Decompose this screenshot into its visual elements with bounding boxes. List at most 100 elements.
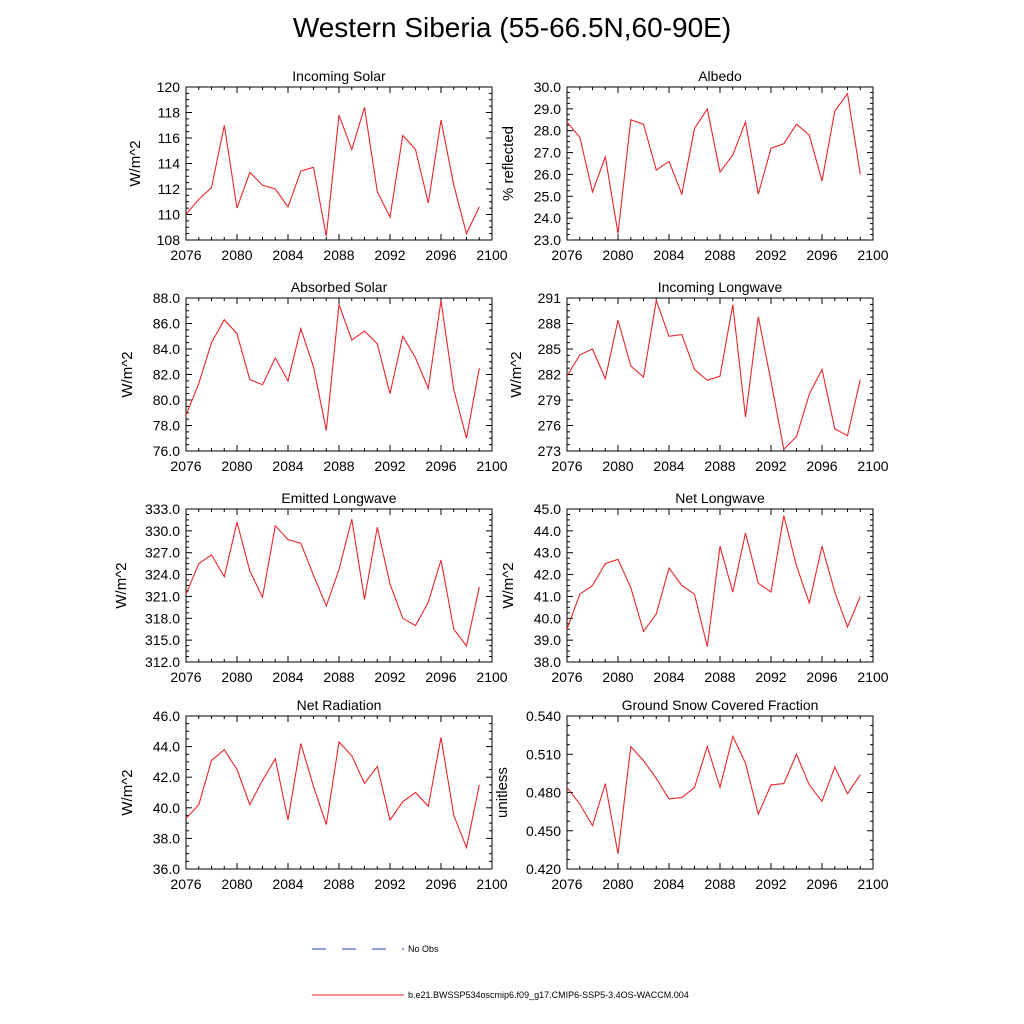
x-tick-label: 2076 (170, 247, 201, 263)
y-tick-label: 40.0 (153, 800, 180, 816)
y-tick-label: 318.0 (145, 610, 180, 626)
x-tick-label: 2088 (704, 669, 735, 685)
x-tick-label: 2088 (323, 669, 354, 685)
series-line (566, 515, 861, 647)
x-tick-label: 2100 (857, 876, 888, 892)
panel-title: Ground Snow Covered Fraction (622, 697, 819, 713)
y-tick-label: 30.0 (534, 79, 561, 95)
y-tick-label: 76.0 (153, 443, 180, 459)
x-tick-label: 2096 (806, 247, 837, 263)
x-tick-label: 2088 (323, 876, 354, 892)
x-tick-label: 2084 (653, 669, 684, 685)
x-tick-label: 2092 (755, 669, 786, 685)
x-tick-label: 2084 (653, 458, 684, 474)
y-tick-label: 108 (157, 232, 181, 248)
x-tick-label: 2080 (602, 458, 633, 474)
panel-title: Net Radiation (297, 697, 382, 713)
panel-title: Net Longwave (675, 490, 765, 506)
y-tick-label: 288 (538, 316, 562, 332)
y-tick-label: 291 (538, 290, 562, 306)
panel-net-longwave: 2076 2080 2084 2088 2092 2096 2100 38.0 39.0 40.0… (500, 490, 889, 685)
y-tick-label: 112 (158, 181, 181, 197)
x-tick-label: 2100 (857, 669, 888, 685)
y-tick-label: 38.0 (153, 830, 180, 846)
x-tick-label: 2100 (476, 458, 507, 474)
y-tick-label: 82.0 (153, 367, 180, 383)
x-tick-label: 2100 (476, 876, 507, 892)
x-tick-label: 2080 (221, 876, 252, 892)
x-tick-label: 2088 (704, 247, 735, 263)
x-tick-label: 2096 (806, 876, 837, 892)
series-line (566, 298, 861, 451)
series-line (566, 734, 861, 854)
y-tick-label: 38.0 (534, 654, 561, 670)
x-tick-label: 2076 (551, 669, 582, 685)
panel-incoming-solar: 2076 2080 2084 2088 2092 2096 2100 108 110 112 114… (127, 68, 508, 263)
x-tick-label: 2092 (374, 669, 405, 685)
panel-absorbed-solar: 2076 2080 2084 2088 2092 2096 2100 76.0 78.0 80.0… (119, 279, 508, 474)
y-tick-label: 88.0 (153, 290, 180, 306)
legend: No Obs b.e21.BWSSP534oscmip6.f09_g17.CMIP… (312, 944, 689, 1000)
plot-frame (566, 86, 874, 241)
y-tick-label: 26.0 (534, 166, 561, 182)
plot-frame (185, 297, 493, 452)
x-tick-label: 2096 (425, 669, 456, 685)
x-tick-label: 2096 (425, 458, 456, 474)
series-line (566, 92, 861, 234)
y-tick-label: 43.0 (534, 545, 561, 561)
y-tick-label: 24.0 (534, 210, 561, 226)
y-tick-label: 45.0 (534, 501, 561, 517)
y-tick-label: 116 (158, 130, 181, 146)
x-tick-label: 2100 (476, 247, 507, 263)
x-tick-label: 2080 (221, 247, 252, 263)
y-tick-label: 23.0 (534, 232, 561, 248)
panel-emitted-longwave: 2076 2080 2084 2088 2092 2096 2100 312.0 315.0 31… (113, 490, 508, 685)
y-tick-label: 114 (158, 156, 181, 172)
x-tick-label: 2084 (272, 247, 303, 263)
page-title: Western Siberia (55-66.5N,60-90E) (292, 12, 732, 43)
y-tick-label: 42.0 (534, 567, 561, 583)
y-tick-label: 36.0 (153, 861, 180, 877)
x-tick-label: 2096 (806, 458, 837, 474)
y-tick-label: 273 (538, 443, 562, 459)
y-tick-label: 41.0 (534, 588, 561, 604)
panel-title: Incoming Solar (292, 68, 386, 84)
panel-net-radiation: 2076 2080 2084 2088 2092 2096 2100 36.0 38.0 40.0… (119, 697, 508, 892)
y-tick-label: 110 (158, 207, 181, 223)
y-axis-label: W/m^2 (119, 769, 136, 815)
legend-label-no-obs: No Obs (408, 944, 439, 954)
panel-albedo: 2076 2080 2084 2088 2092 2096 2100 23.0 24.0 25.0… (500, 68, 889, 263)
y-tick-label: 0.420 (526, 861, 561, 877)
y-tick-label: 321.0 (145, 588, 180, 604)
y-tick-label: 0.540 (526, 708, 561, 724)
x-tick-label: 2084 (272, 876, 303, 892)
plot-frame (566, 715, 874, 870)
y-tick-label: 80.0 (153, 392, 180, 408)
y-tick-label: 118 (158, 105, 181, 121)
x-tick-label: 2088 (323, 247, 354, 263)
x-tick-label: 2092 (755, 876, 786, 892)
plot-frame (185, 86, 493, 241)
y-axis-label: W/m^2 (119, 351, 136, 397)
y-tick-label: 324.0 (145, 567, 180, 583)
x-tick-label: 2080 (221, 669, 252, 685)
panel-ground-snow-covered-fraction: 2076 2080 2084 2088 2092 2096 2100 0.420 0.450 0.… (494, 697, 889, 892)
y-tick-label: 46.0 (153, 708, 180, 724)
x-tick-label: 2096 (806, 669, 837, 685)
series-line (185, 300, 480, 439)
y-tick-label: 29.0 (534, 101, 561, 117)
y-tick-label: 40.0 (534, 610, 561, 626)
series-line (185, 519, 480, 648)
series-line (185, 107, 480, 237)
series-line (185, 737, 480, 850)
panel-title: Absorbed Solar (291, 279, 388, 295)
x-tick-label: 2076 (170, 458, 201, 474)
y-axis-label: W/m^2 (113, 562, 130, 608)
y-tick-label: 0.480 (526, 785, 561, 801)
y-tick-label: 27.0 (534, 145, 561, 161)
panel-title: Incoming Longwave (658, 279, 783, 295)
panel-title: Albedo (698, 68, 742, 84)
x-tick-label: 2092 (374, 458, 405, 474)
x-tick-label: 2096 (425, 876, 456, 892)
